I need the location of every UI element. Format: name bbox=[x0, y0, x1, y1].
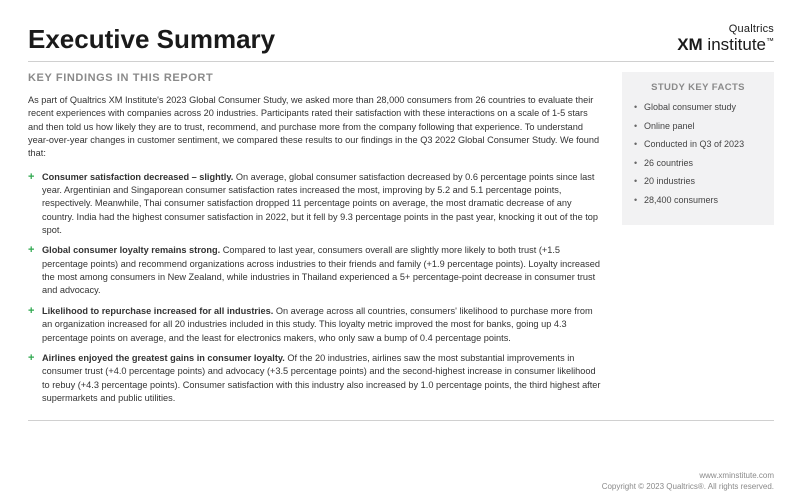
fact-item: Online panel bbox=[634, 120, 762, 133]
logo-main-text: XM institute™ bbox=[677, 36, 774, 54]
sidebar-column: STUDY KEY FACTS Global consumer study On… bbox=[622, 72, 774, 412]
finding-title: Airlines enjoyed the greatest gains in c… bbox=[42, 353, 285, 363]
finding-title: Global consumer loyalty remains strong. bbox=[42, 245, 220, 255]
facts-heading: STUDY KEY FACTS bbox=[634, 82, 762, 93]
study-key-facts-box: STUDY KEY FACTS Global consumer study On… bbox=[622, 72, 774, 225]
fact-item: 28,400 consumers bbox=[634, 194, 762, 207]
main-column: KEY FINDINGS IN THIS REPORT As part of Q… bbox=[28, 72, 604, 412]
header-row: Executive Summary Qualtrics XM institute… bbox=[28, 24, 774, 55]
footer-url: www.xminstitute.com bbox=[602, 471, 774, 481]
facts-list: Global consumer study Online panel Condu… bbox=[634, 101, 762, 207]
bottom-divider bbox=[28, 420, 774, 421]
fact-item: 26 countries bbox=[634, 157, 762, 170]
intro-paragraph: As part of Qualtrics XM Institute's 2023… bbox=[28, 94, 604, 161]
finding-item: Global consumer loyalty remains strong. … bbox=[28, 244, 604, 297]
fact-item: Global consumer study bbox=[634, 101, 762, 114]
finding-item: Consumer satisfaction decreased – slight… bbox=[28, 171, 604, 238]
top-divider bbox=[28, 61, 774, 62]
findings-list: Consumer satisfaction decreased – slight… bbox=[28, 171, 604, 406]
fact-item: Conducted in Q3 of 2023 bbox=[634, 138, 762, 151]
finding-item: Likelihood to repurchase increased for a… bbox=[28, 305, 604, 345]
page: Executive Summary Qualtrics XM institute… bbox=[0, 0, 802, 502]
logo-rest: institute bbox=[703, 35, 766, 54]
finding-title: Consumer satisfaction decreased – slight… bbox=[42, 172, 233, 182]
footer: www.xminstitute.com Copyright © 2023 Qua… bbox=[602, 471, 774, 492]
fact-item: 20 industries bbox=[634, 175, 762, 188]
content-row: KEY FINDINGS IN THIS REPORT As part of Q… bbox=[28, 72, 774, 412]
finding-item: Airlines enjoyed the greatest gains in c… bbox=[28, 352, 604, 405]
footer-copyright: Copyright © 2023 Qualtrics®. All rights … bbox=[602, 482, 774, 492]
key-findings-subhead: KEY FINDINGS IN THIS REPORT bbox=[28, 72, 604, 84]
logo-bold: XM bbox=[677, 35, 703, 54]
logo-tm: ™ bbox=[766, 36, 774, 45]
qualtrics-xm-logo: Qualtrics XM institute™ bbox=[677, 24, 774, 53]
finding-title: Likelihood to repurchase increased for a… bbox=[42, 306, 273, 316]
page-title: Executive Summary bbox=[28, 24, 275, 55]
